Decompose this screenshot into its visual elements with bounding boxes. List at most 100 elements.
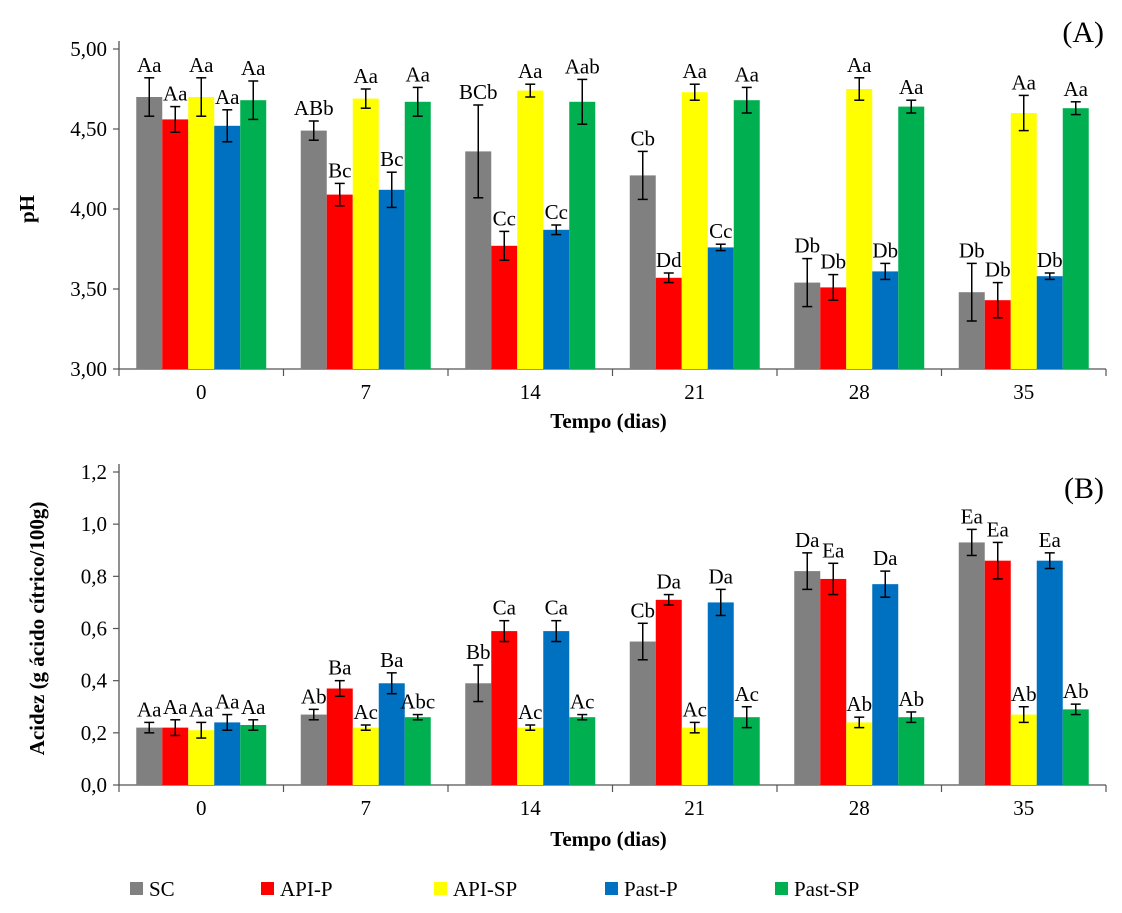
data-label: Cc <box>709 219 732 243</box>
panel-label: (B) <box>1064 472 1104 505</box>
data-label: Ea <box>1039 528 1062 552</box>
x-tick-label: 21 <box>684 796 705 820</box>
legend-swatch <box>434 882 447 895</box>
y-tick-label: 0,2 <box>81 721 107 745</box>
bar <box>352 727 379 785</box>
data-label: Aa <box>354 64 379 88</box>
x-tick-label: 0 <box>196 796 207 820</box>
data-label: Aa <box>899 75 924 99</box>
bar <box>820 287 847 369</box>
bar <box>214 722 241 785</box>
legend-swatch <box>261 882 274 895</box>
data-label: Ca <box>493 596 517 620</box>
data-label: Ac <box>683 697 708 721</box>
data-label: ABb <box>294 96 334 120</box>
bar <box>326 194 353 369</box>
data-label: Aa <box>189 53 214 77</box>
data-label: Ab <box>846 692 872 716</box>
bar <box>655 599 682 785</box>
data-label: Ac <box>354 700 379 724</box>
legend-label: API-SP <box>453 877 517 901</box>
data-label: Aa <box>163 82 188 106</box>
bar <box>240 725 267 785</box>
bar <box>188 97 215 369</box>
data-label: Da <box>795 528 820 552</box>
bar <box>984 560 1011 785</box>
data-label: Aa <box>683 59 708 83</box>
bar <box>898 717 925 785</box>
data-label: Db <box>959 238 985 262</box>
data-label: Da <box>709 564 734 588</box>
y-axis-title: pH <box>15 195 39 223</box>
bar <box>655 277 682 369</box>
bar <box>872 271 899 369</box>
data-label: Aa <box>137 53 162 77</box>
bar <box>240 100 267 369</box>
data-label: Ac <box>518 700 543 724</box>
bar <box>898 106 925 369</box>
legend: SC API-P API-SP Past-P Past-SP <box>130 877 859 901</box>
panel-label: (A) <box>1062 16 1104 49</box>
bar <box>404 101 431 370</box>
data-label: Ea <box>822 538 845 562</box>
y-tick-label: 0,8 <box>81 564 107 588</box>
data-label: Ac <box>735 682 760 706</box>
bar <box>517 727 544 785</box>
legend-label: API-P <box>280 877 333 901</box>
data-label: Cc <box>545 200 568 224</box>
bar <box>517 90 544 369</box>
data-label: Aa <box>1012 70 1037 94</box>
bar <box>543 631 570 785</box>
data-label: Da <box>657 570 682 594</box>
y-tick-label: 4,50 <box>70 117 107 141</box>
legend-label: Past-SP <box>794 877 859 901</box>
data-label: Ba <box>328 656 352 680</box>
x-tick-label: 0 <box>196 380 207 404</box>
y-tick-label: 4,00 <box>70 197 107 221</box>
bar <box>136 97 163 369</box>
bar <box>378 683 405 785</box>
bar <box>378 189 405 369</box>
data-label: Aab <box>565 54 600 78</box>
chart-panel-a: 3,003,504,004,505,000 7 14 21 28 35AaAaAaAaAa… <box>15 16 1107 433</box>
data-label: Aa <box>189 697 214 721</box>
bar <box>300 714 327 785</box>
data-label: Db <box>794 234 820 258</box>
y-tick-label: 0,4 <box>81 669 108 693</box>
x-tick-label: 14 <box>520 380 542 404</box>
data-label: Aa <box>163 695 188 719</box>
data-label: Ea <box>987 517 1010 541</box>
x-tick-label: 14 <box>520 796 542 820</box>
data-label: Ba <box>380 648 404 672</box>
bar <box>1062 108 1089 369</box>
y-tick-label: 3,00 <box>70 357 107 381</box>
data-label: Da <box>873 546 898 570</box>
bar <box>162 727 189 785</box>
data-label: Cc <box>493 206 516 230</box>
data-label: Db <box>985 258 1011 282</box>
bar <box>1036 560 1063 785</box>
y-axis-title: Acidez (g ácido cítrico/100g) <box>25 502 49 756</box>
bar <box>846 89 873 369</box>
x-tick-label: 28 <box>849 380 870 404</box>
bar <box>681 92 708 369</box>
data-label: Aa <box>241 56 266 80</box>
y-tick-label: 1,2 <box>81 460 107 484</box>
bar <box>1062 709 1089 785</box>
data-label: Aa <box>735 62 760 86</box>
data-label: Aa <box>406 62 431 86</box>
legend-label: SC <box>149 877 175 901</box>
y-tick-label: 1,0 <box>81 512 107 536</box>
y-tick-label: 0,0 <box>81 773 107 797</box>
data-label: Ab <box>898 687 924 711</box>
x-tick-label: 28 <box>849 796 870 820</box>
bar <box>543 229 570 369</box>
bar <box>733 717 760 785</box>
bar <box>958 542 985 785</box>
data-label: Cb <box>630 126 655 150</box>
legend-swatch <box>130 882 143 895</box>
data-label: Bc <box>328 158 351 182</box>
y-tick-label: 0,6 <box>81 617 107 641</box>
